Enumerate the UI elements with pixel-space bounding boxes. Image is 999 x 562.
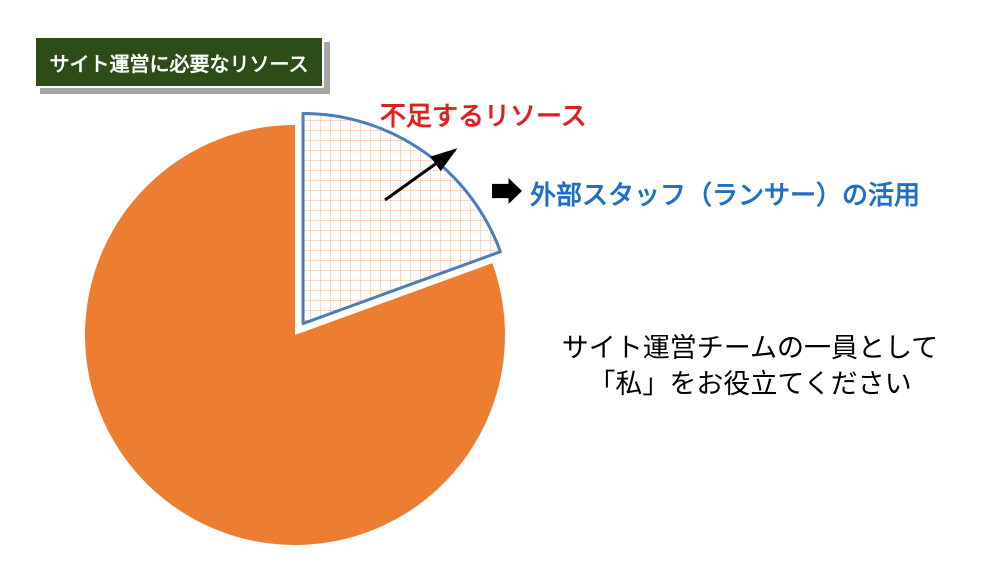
- label-shortage: 不足するリソース: [380, 96, 587, 133]
- body-line-2: 「私」をお役立てください: [520, 366, 980, 402]
- arrow-block-icon: [492, 178, 522, 204]
- label-external: 外部スタッフ（ランサー）の活用: [530, 175, 920, 212]
- pie-chart: [0, 0, 999, 562]
- body-text: サイト運営チームの一員として 「私」をお役立てください: [520, 330, 980, 403]
- body-line-1: サイト運営チームの一員として: [520, 330, 980, 366]
